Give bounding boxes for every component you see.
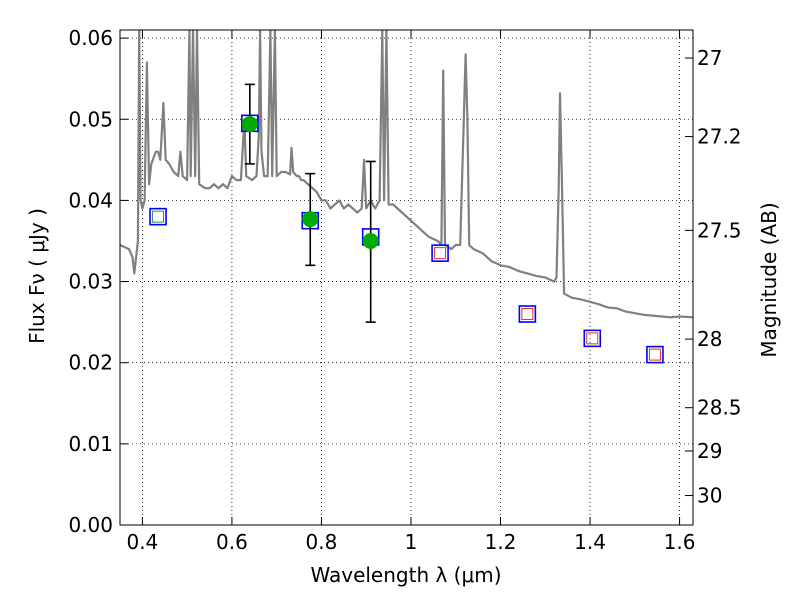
y-tick-label: 0.02 — [68, 351, 113, 375]
plot-frame — [119, 29, 694, 526]
model-square-marker — [646, 345, 664, 364]
inner-square-marker — [152, 210, 165, 223]
mag-tick-label: 28.5 — [697, 396, 742, 420]
y-tick-label: 0.06 — [68, 26, 113, 50]
y-tick-label: 0.05 — [68, 107, 113, 131]
x-tick-label: 1.2 — [485, 530, 517, 554]
y-tick-label: 0.00 — [68, 513, 113, 537]
model-square-marker — [518, 305, 537, 323]
x-tick-label: 1.4 — [574, 530, 606, 554]
x-tick-label: 0.8 — [306, 530, 338, 554]
observed-point — [241, 116, 258, 133]
y-tick-label: 0.04 — [68, 188, 113, 212]
model-square-marker — [431, 244, 449, 262]
inner-square-marker — [586, 332, 599, 345]
photometry-markers — [149, 83, 664, 364]
model-square-marker — [149, 207, 167, 226]
grid-lines — [120, 30, 693, 526]
inner-square-marker — [648, 348, 661, 361]
y-axis-title-left: Flux Fν ( μJy ) — [25, 208, 49, 344]
x-axis-title: Wavelength λ (μm) — [310, 563, 501, 587]
mag-tick-label: 27.2 — [697, 125, 742, 149]
observed-point — [302, 211, 319, 228]
x-tick-label: 1 — [405, 530, 418, 554]
x-tick-label: 0.4 — [126, 530, 158, 554]
y-tick-label: 0.03 — [68, 270, 113, 294]
model-square-marker — [583, 329, 602, 348]
spectrum-series — [120, 30, 693, 319]
inner-square-marker — [434, 247, 447, 260]
y-axis-title-right: Magnitude (AB) — [757, 202, 781, 357]
mag-tick-label: 27 — [697, 46, 722, 70]
x-tick-label: 1.6 — [664, 530, 696, 554]
observed-point — [362, 232, 379, 249]
mag-tick-label: 28 — [697, 327, 722, 351]
axis-ticks: 0.4 0.6 0.8 1 1.2 1.4 1.6 0.00 0.01 0.02 0.03 0.04 0… — [68, 26, 741, 554]
spectrum-line — [120, 30, 693, 319]
mag-tick-label: 30 — [697, 484, 722, 508]
x-tick-label: 0.6 — [216, 530, 248, 554]
y-tick-label: 0.01 — [68, 432, 113, 456]
mag-tick-label: 27.5 — [697, 218, 742, 242]
mag-tick-label: 29 — [697, 439, 722, 463]
inner-square-marker — [521, 308, 534, 321]
